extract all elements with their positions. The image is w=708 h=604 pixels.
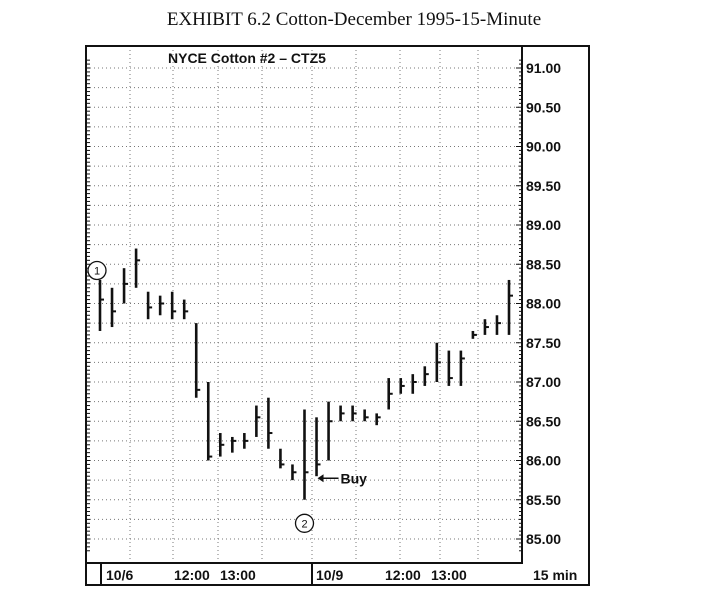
annotations: 1 2 Buy (87, 260, 368, 533)
x-tick-label: 13:00 (220, 567, 256, 583)
y-tick-label: 87.50 (526, 335, 561, 351)
outer-frame (85, 45, 590, 586)
price-bars (98, 248, 513, 500)
x-tick-label: 13:00 (431, 567, 467, 583)
grid-lines (86, 46, 522, 563)
y-tick-label: 91.00 (526, 60, 561, 76)
interval-label: 15 min (533, 567, 577, 583)
wave-marker-label: 1 (94, 266, 100, 278)
y-tick-label: 89.50 (526, 178, 561, 194)
y-tick-label: 86.50 (526, 413, 561, 429)
wave-marker-circle (87, 260, 107, 281)
wave-marker-circle (294, 513, 315, 533)
y-tick-label: 85.00 (526, 531, 561, 547)
exhibit-title: EXHIBIT 6.2 Cotton-December 1995-15-Minu… (166, 9, 542, 30)
x-tick-label: 12:00 (174, 567, 210, 583)
buy-annotation: Buy (341, 470, 368, 486)
y-tick-label: 90.50 (526, 99, 561, 115)
chart-title: NYCE Cotton #2 – CTZ5 (168, 50, 326, 66)
y-tick-label: 90.00 (526, 139, 561, 155)
y-tick-label: 85.50 (526, 492, 561, 508)
y-tick-label: 86.00 (526, 453, 561, 469)
x-tick-label: 12:00 (385, 567, 421, 583)
y-tick-label: 88.00 (526, 296, 561, 312)
y-tick-label: 89.00 (526, 217, 561, 233)
y-tick-label: 88.50 (526, 256, 561, 272)
wave-marker-label: 2 (301, 518, 307, 530)
x-tick-label: 10/6 (106, 567, 133, 583)
y-axis-labels: 91.00 90.50 90.00 89.50 89.00 88.50 88.00 87.50… (526, 60, 561, 547)
buy-arrowhead (317, 474, 324, 483)
x-axis-labels: 10/6 12:00 13:00 10/9 12:00 13:00 (86, 562, 522, 585)
y-tick-label: 87.00 (526, 374, 561, 390)
x-tick-label: 10/9 (316, 567, 343, 583)
